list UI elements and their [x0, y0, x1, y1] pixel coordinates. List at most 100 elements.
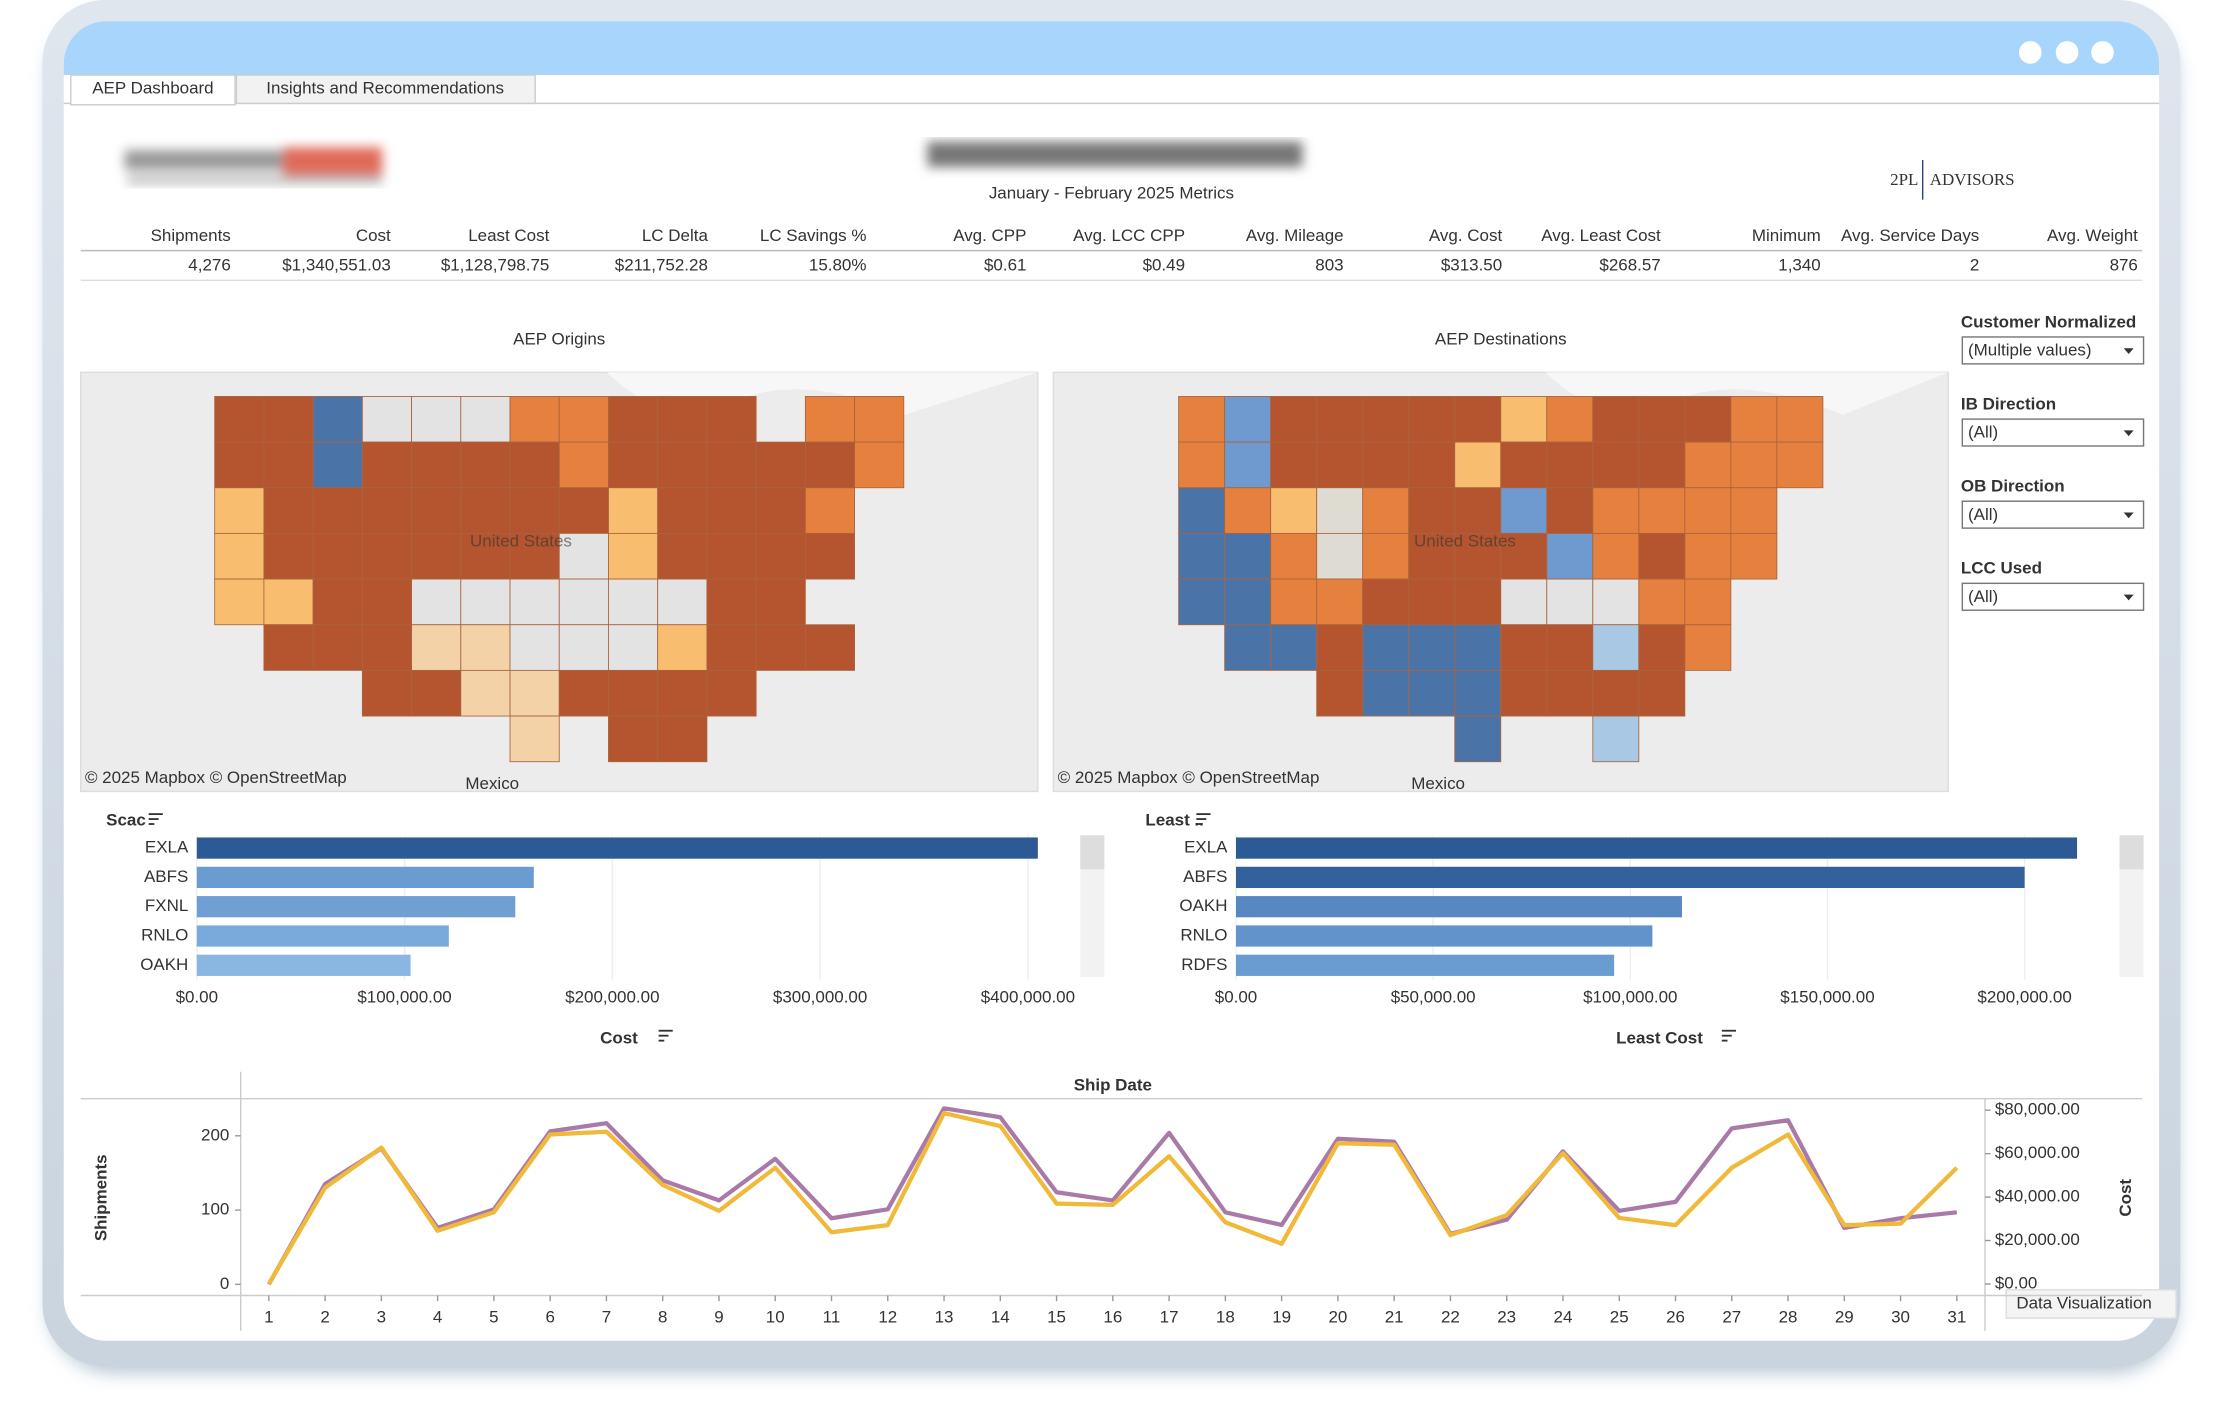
map-region[interactable] [558, 532, 609, 580]
map-region[interactable] [1178, 441, 1226, 489]
map-region[interactable] [411, 624, 462, 671]
map-region[interactable] [1638, 487, 1686, 534]
map-region[interactable] [755, 487, 806, 534]
map-region[interactable] [263, 532, 314, 580]
map-region[interactable] [1638, 396, 1686, 443]
map-region[interactable] [312, 441, 363, 489]
map-region[interactable] [1684, 441, 1732, 489]
map-region[interactable] [263, 624, 314, 671]
map-region[interactable] [1730, 396, 1778, 443]
map-region[interactable] [312, 396, 363, 443]
map-region[interactable] [1270, 624, 1318, 671]
map-region[interactable] [509, 578, 560, 626]
map-region[interactable] [1454, 487, 1502, 534]
bar[interactable] [1236, 925, 1653, 947]
map-region[interactable] [558, 441, 609, 489]
map-region[interactable] [1684, 578, 1732, 626]
map-region[interactable] [214, 532, 265, 580]
map-region[interactable] [1316, 578, 1364, 626]
map-region[interactable] [804, 532, 856, 580]
tab[interactable] [70, 74, 236, 106]
map-region[interactable] [460, 441, 511, 489]
dropdown-arrow[interactable] [2123, 594, 2134, 601]
map-region[interactable] [1316, 532, 1364, 580]
map-region[interactable] [1592, 487, 1640, 534]
map-region[interactable] [1592, 441, 1640, 489]
map-region[interactable] [1408, 441, 1456, 489]
map-region[interactable] [706, 396, 757, 443]
map-region[interactable] [608, 624, 659, 671]
map-region[interactable] [361, 669, 413, 717]
map-region[interactable] [411, 578, 462, 626]
map-region[interactable] [1270, 396, 1318, 443]
map-region[interactable] [804, 487, 856, 534]
map-region[interactable] [608, 396, 659, 443]
map-region[interactable] [214, 578, 265, 626]
map-region[interactable] [361, 532, 413, 580]
map-region[interactable] [1362, 578, 1410, 626]
map-region[interactable] [1362, 532, 1410, 580]
map-region[interactable] [312, 487, 363, 534]
bar[interactable] [196, 954, 411, 976]
map-region[interactable] [558, 669, 609, 717]
map-region[interactable] [1684, 396, 1732, 443]
map-region[interactable] [1454, 441, 1502, 489]
map-region[interactable] [1316, 669, 1364, 717]
map-region[interactable] [608, 669, 659, 717]
map-region[interactable] [657, 669, 708, 717]
map-region[interactable] [1730, 441, 1778, 489]
tab-label[interactable]: AEP Dashboard [92, 79, 213, 98]
map-region[interactable] [214, 441, 265, 489]
map-region[interactable] [1270, 441, 1318, 489]
map-region[interactable] [558, 396, 609, 443]
map-region[interactable] [657, 715, 708, 763]
tab[interactable] [235, 74, 536, 105]
bar[interactable] [1236, 954, 1615, 976]
map-region[interactable] [1224, 578, 1272, 626]
map-region[interactable] [1362, 396, 1410, 443]
map-region[interactable] [755, 532, 806, 580]
map-region[interactable] [509, 715, 560, 763]
map-region[interactable] [1270, 532, 1318, 580]
bar[interactable] [1236, 837, 2078, 859]
map-region[interactable] [706, 532, 757, 580]
map-region[interactable] [608, 487, 659, 534]
map-region[interactable] [1500, 487, 1548, 534]
map-region[interactable] [1316, 441, 1364, 489]
map-region[interactable] [263, 441, 314, 489]
map-region[interactable] [361, 578, 413, 626]
map-region[interactable] [1178, 396, 1226, 443]
map-region[interactable] [460, 396, 511, 443]
map-region[interactable] [460, 669, 511, 717]
filter-value[interactable]: (All) [1968, 587, 1998, 606]
map-region[interactable] [411, 669, 462, 717]
map-region[interactable] [1546, 624, 1594, 671]
map-region[interactable] [411, 487, 462, 534]
map-region[interactable] [1776, 441, 1824, 489]
bar[interactable] [196, 837, 1038, 859]
map-region[interactable] [1316, 487, 1364, 534]
map-region[interactable] [1546, 396, 1594, 443]
map-region[interactable] [706, 669, 757, 717]
map-region[interactable] [509, 487, 560, 534]
map-region[interactable] [1362, 669, 1410, 717]
map-region[interactable] [214, 396, 265, 443]
map-region[interactable] [509, 624, 560, 671]
map-region[interactable] [804, 396, 856, 443]
map-region[interactable] [361, 487, 413, 534]
map-region[interactable] [1638, 669, 1686, 717]
bar[interactable] [196, 925, 449, 947]
window-dot[interactable] [2055, 41, 2079, 64]
map-region[interactable] [509, 669, 560, 717]
map-region[interactable] [361, 624, 413, 671]
map-region[interactable] [1776, 396, 1824, 443]
map-region[interactable] [1592, 396, 1640, 443]
scroll-thumb[interactable] [2119, 835, 2144, 870]
map-region[interactable] [1500, 441, 1548, 489]
map-region[interactable] [1362, 441, 1410, 489]
map-region[interactable] [1730, 487, 1778, 534]
map-region[interactable] [460, 487, 511, 534]
filter-dropdown[interactable] [1961, 500, 2145, 529]
map-region[interactable] [657, 441, 708, 489]
map-region[interactable] [312, 624, 363, 671]
